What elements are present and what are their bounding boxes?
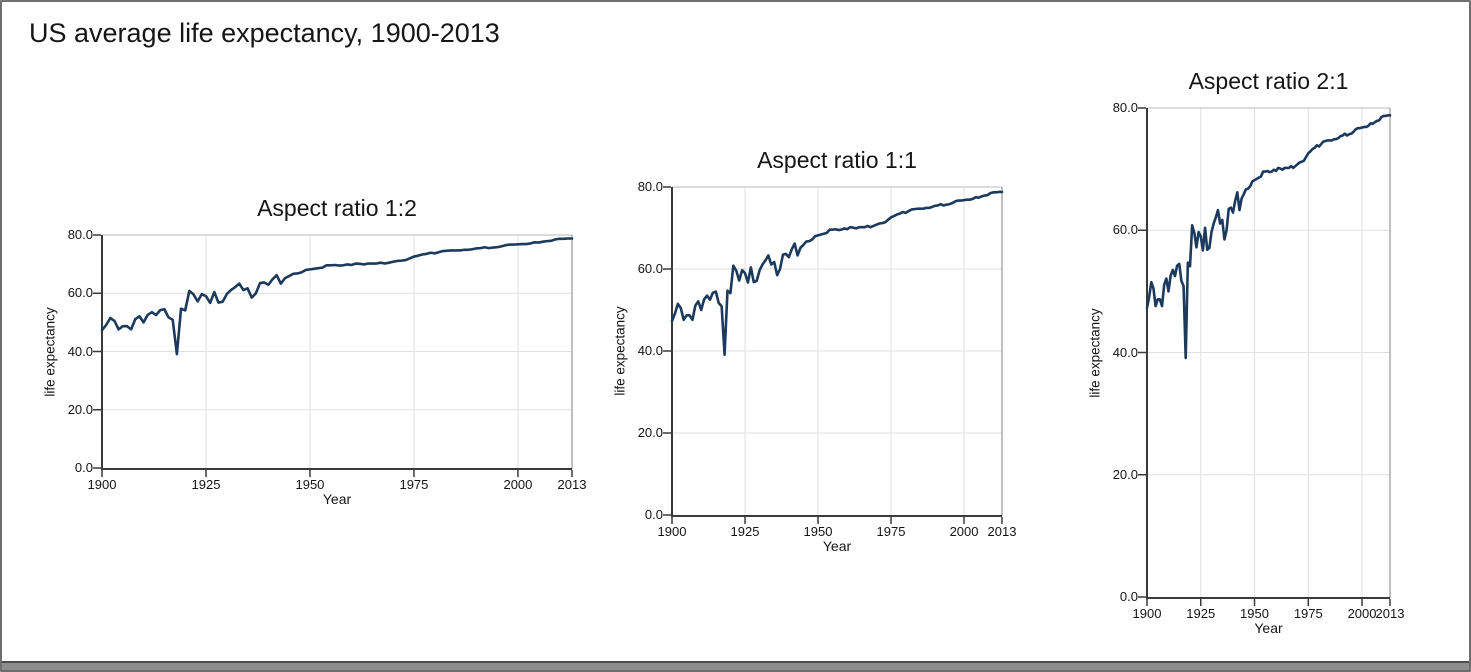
chart-title: Aspect ratio 2:1 bbox=[1188, 68, 1349, 94]
y-tick-label: 40.0 bbox=[67, 343, 93, 359]
y-axis-label: life expectancy bbox=[612, 306, 628, 396]
x-tick-label: 1950 bbox=[803, 524, 833, 539]
x-tick-label: 1900 bbox=[1132, 606, 1162, 621]
y-tick-label: 20.0 bbox=[1112, 466, 1138, 482]
window-bottom-edge bbox=[2, 661, 1469, 670]
x-tick-label: 1975 bbox=[876, 524, 906, 539]
x-tick-label: 2013 bbox=[987, 524, 1017, 539]
y-tick-label: 80.0 bbox=[67, 227, 93, 242]
x-tick-label: 2013 bbox=[557, 477, 587, 492]
chart-title: Aspect ratio 1:1 bbox=[757, 147, 917, 173]
chart-canvas bbox=[93, 234, 574, 477]
life-expectancy-line bbox=[1145, 114, 1392, 360]
y-axis-label: life expectancy bbox=[1087, 307, 1103, 398]
x-axis-label: Year bbox=[822, 538, 852, 554]
x-tick-label: 1950 bbox=[1240, 606, 1269, 621]
y-tick-label: 0.0 bbox=[74, 460, 93, 475]
y-tick-label: 0.0 bbox=[1119, 589, 1138, 604]
x-tick-label: 1975 bbox=[399, 477, 429, 492]
x-tick-label: 1975 bbox=[1293, 606, 1323, 621]
y-tick-label: 60.0 bbox=[637, 261, 663, 276]
x-tick-label: 1925 bbox=[730, 524, 760, 539]
chart-canvas bbox=[663, 186, 1004, 524]
y-tick-label: 20.0 bbox=[67, 401, 93, 417]
x-tick-label: 2013 bbox=[1375, 606, 1405, 621]
y-tick-label: 60.0 bbox=[67, 285, 93, 301]
y-tick-label: 0.0 bbox=[644, 507, 663, 522]
x-tick-label: 1925 bbox=[1186, 606, 1216, 621]
x-axis-label: Year bbox=[322, 491, 352, 507]
y-tick-label: 80.0 bbox=[637, 179, 663, 194]
x-tick-label: 1925 bbox=[191, 477, 221, 492]
x-tick-label: 1900 bbox=[657, 524, 687, 539]
chart-canvas bbox=[1138, 107, 1392, 606]
x-tick-label: 2000 bbox=[1347, 606, 1377, 621]
y-tick-label: 40.0 bbox=[1112, 344, 1138, 360]
y-axis-label: life expectancy bbox=[42, 306, 58, 397]
life-expectancy-line bbox=[670, 190, 1004, 356]
x-tick-label: 1900 bbox=[87, 477, 117, 492]
x-tick-label: 1950 bbox=[295, 477, 325, 492]
x-axis-label: Year bbox=[1254, 620, 1283, 636]
x-tick-label: 2000 bbox=[503, 477, 533, 492]
life-expectancy-line bbox=[100, 237, 574, 356]
x-tick-label: 2000 bbox=[949, 524, 979, 539]
y-tick-label: 80.0 bbox=[1112, 100, 1138, 115]
y-tick-label: 40.0 bbox=[637, 343, 663, 358]
page-title: US average life expectancy, 1900-2013 bbox=[29, 18, 500, 48]
y-tick-label: 20.0 bbox=[637, 425, 663, 440]
chart-title: Aspect ratio 1:2 bbox=[257, 195, 417, 221]
y-tick-label: 60.0 bbox=[1112, 222, 1138, 238]
